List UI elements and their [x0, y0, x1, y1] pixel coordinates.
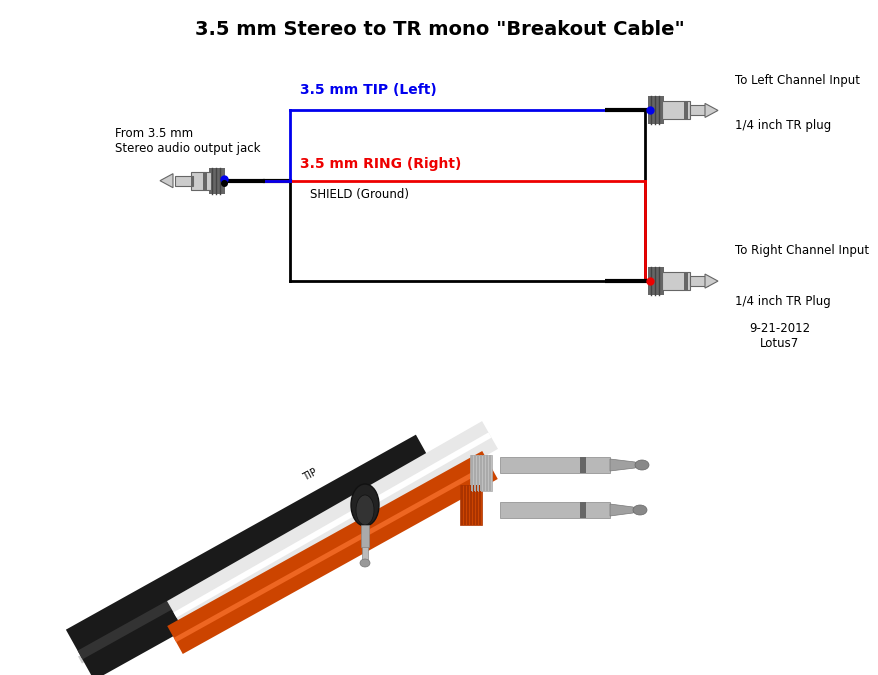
Polygon shape [609, 504, 637, 516]
Polygon shape [167, 451, 497, 654]
Bar [209, 167, 225, 194]
Polygon shape [609, 459, 639, 471]
Bar [486, 455, 487, 491]
Ellipse shape [356, 495, 373, 525]
Polygon shape [173, 433, 491, 618]
Bar [473, 455, 476, 491]
Polygon shape [78, 462, 431, 664]
Text: 3.5 mm Stereo to TR mono "Breakout Cable": 3.5 mm Stereo to TR mono "Breakout Cable… [195, 20, 684, 39]
Bar [683, 272, 687, 290]
Bar [482, 455, 485, 491]
Bar [477, 455, 479, 491]
Ellipse shape [360, 559, 370, 567]
Bar [500, 502, 609, 518]
Bar [472, 485, 474, 525]
Bar [191, 171, 211, 190]
Bar [203, 171, 206, 190]
Text: 9-21-2012
Lotus7: 9-21-2012 Lotus7 [749, 322, 810, 350]
Ellipse shape [632, 505, 646, 515]
Polygon shape [77, 456, 432, 659]
Text: 3.5 mm RING (Right): 3.5 mm RING (Right) [299, 157, 461, 171]
Polygon shape [704, 274, 717, 288]
Text: 3.5 mm TIP (Left): 3.5 mm TIP (Left) [299, 84, 436, 97]
Polygon shape [167, 421, 497, 629]
Bar [191, 176, 194, 186]
Text: To Right Channel Input: To Right Channel Input [734, 244, 868, 257]
Bar [683, 101, 687, 119]
Text: 1/4 inch TR plug: 1/4 inch TR plug [734, 119, 831, 132]
Bar [579, 502, 586, 518]
Bar [476, 485, 478, 525]
Text: SHIELD (Ground): SHIELD (Ground) [310, 188, 408, 200]
Ellipse shape [634, 460, 648, 470]
Bar [689, 105, 707, 115]
Bar [661, 101, 689, 119]
Bar [488, 455, 491, 491]
Bar [459, 485, 481, 525]
Text: 1/4 inch TR Plug: 1/4 inch TR Plug [734, 295, 830, 308]
Bar [500, 457, 609, 473]
Ellipse shape [350, 484, 378, 526]
Bar [647, 267, 663, 295]
Bar [470, 455, 492, 491]
Text: From 3.5 mm
Stereo audio output jack: From 3.5 mm Stereo audio output jack [115, 126, 260, 155]
Bar [464, 485, 465, 525]
Polygon shape [704, 103, 717, 117]
Bar [579, 457, 586, 473]
Bar [175, 176, 193, 186]
Bar [362, 547, 368, 561]
Polygon shape [174, 463, 491, 642]
Polygon shape [66, 435, 443, 675]
Bar [466, 485, 469, 525]
Bar [647, 97, 663, 124]
Bar [471, 455, 472, 491]
Bar [661, 272, 689, 290]
Bar [470, 485, 471, 525]
Polygon shape [160, 173, 173, 188]
Bar [689, 276, 707, 286]
Bar [479, 485, 480, 525]
Bar [361, 525, 369, 547]
Text: TIP: TIP [301, 467, 319, 483]
Bar [479, 455, 481, 491]
Bar [460, 485, 463, 525]
Text: To Left Channel Input: To Left Channel Input [734, 74, 859, 87]
